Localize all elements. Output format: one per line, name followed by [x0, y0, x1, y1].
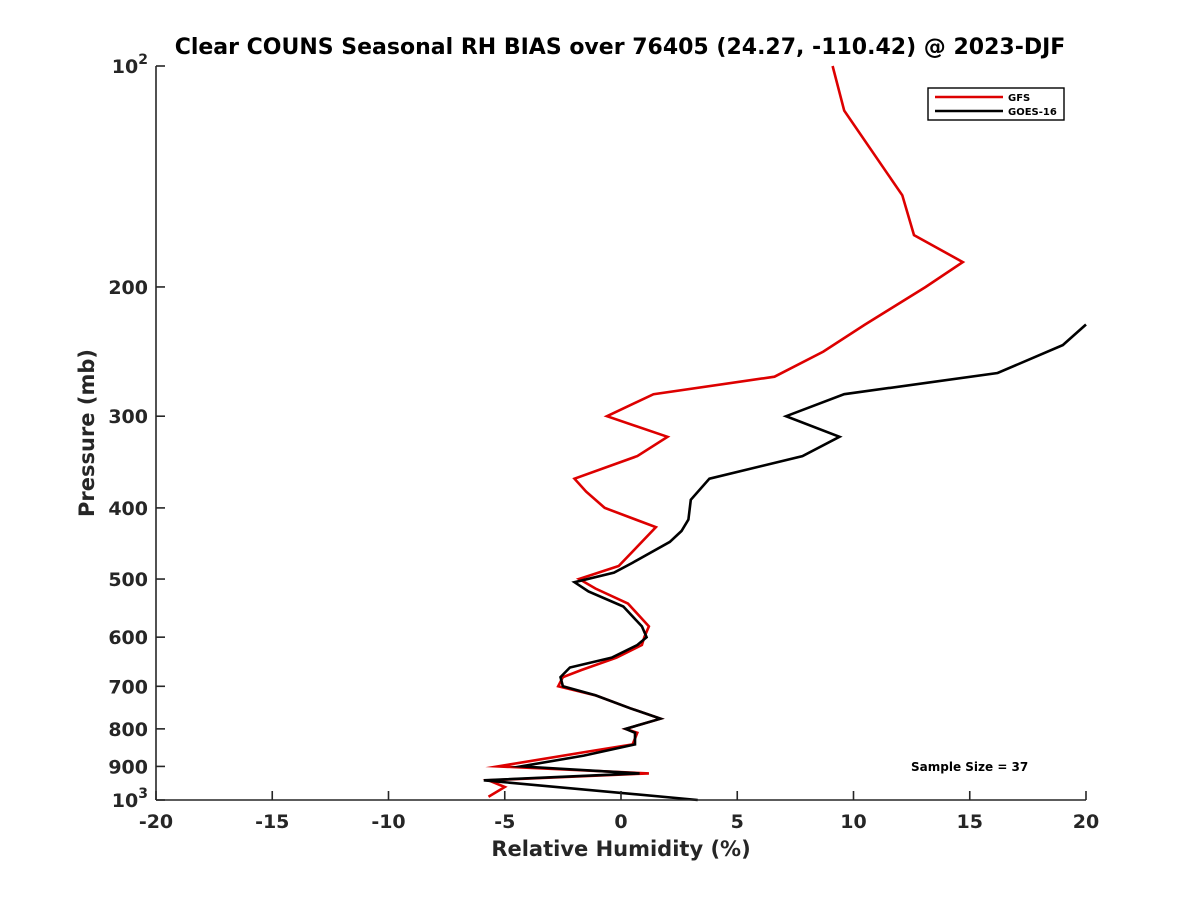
- series-line-gfs: [482, 65, 966, 798]
- x-tick-label: -15: [255, 811, 289, 833]
- x-tick-label: 10: [840, 811, 866, 833]
- chart-title: Clear COUNS Seasonal RH BIAS over 76405 …: [175, 35, 1066, 60]
- x-tick-label: 5: [731, 811, 744, 833]
- sample-size-annotation: Sample Size = 37: [911, 760, 1028, 774]
- y-tick-label: 600: [108, 627, 148, 649]
- series-lines: [482, 65, 1087, 802]
- y-axis-ticks: 102 200 300 400 500 600 700 800 900 103: [108, 52, 165, 812]
- y-tick-label: 900: [108, 756, 148, 778]
- y-tick-label: 400: [108, 498, 148, 520]
- plot-area: -20 -15 -10 -5 0 5 10 15 20 102 200 300 400 500 600 70…: [108, 52, 1099, 833]
- x-tick-label: 20: [1073, 811, 1099, 833]
- y-tick-label: 103: [112, 786, 148, 812]
- y-tick-label: 200: [108, 277, 148, 299]
- y-tick-label: 800: [108, 719, 148, 741]
- y-tick-label: 500: [108, 569, 148, 591]
- x-tick-label: 0: [614, 811, 627, 833]
- legend-label-goes16: GOES-16: [1008, 107, 1057, 118]
- y-tick-label: 102: [112, 52, 148, 78]
- y-axis-label: Pressure (mb): [75, 349, 99, 517]
- x-tick-label: 15: [957, 811, 983, 833]
- x-axis-ticks: -20 -15 -10 -5 0 5 10 15 20: [139, 791, 1099, 833]
- series-line-goes16: [483, 323, 1087, 802]
- x-tick-label: -5: [494, 811, 515, 833]
- legend-label-gfs: GFS: [1008, 93, 1030, 104]
- x-tick-label: -20: [139, 811, 173, 833]
- legend-box: [927, 87, 1065, 121]
- legend: GFS GOES-16: [927, 87, 1065, 121]
- x-axis-label: Relative Humidity (%): [491, 837, 750, 861]
- x-tick-label: -10: [371, 811, 405, 833]
- y-tick-label: 300: [108, 406, 148, 428]
- y-tick-label: 700: [108, 676, 148, 698]
